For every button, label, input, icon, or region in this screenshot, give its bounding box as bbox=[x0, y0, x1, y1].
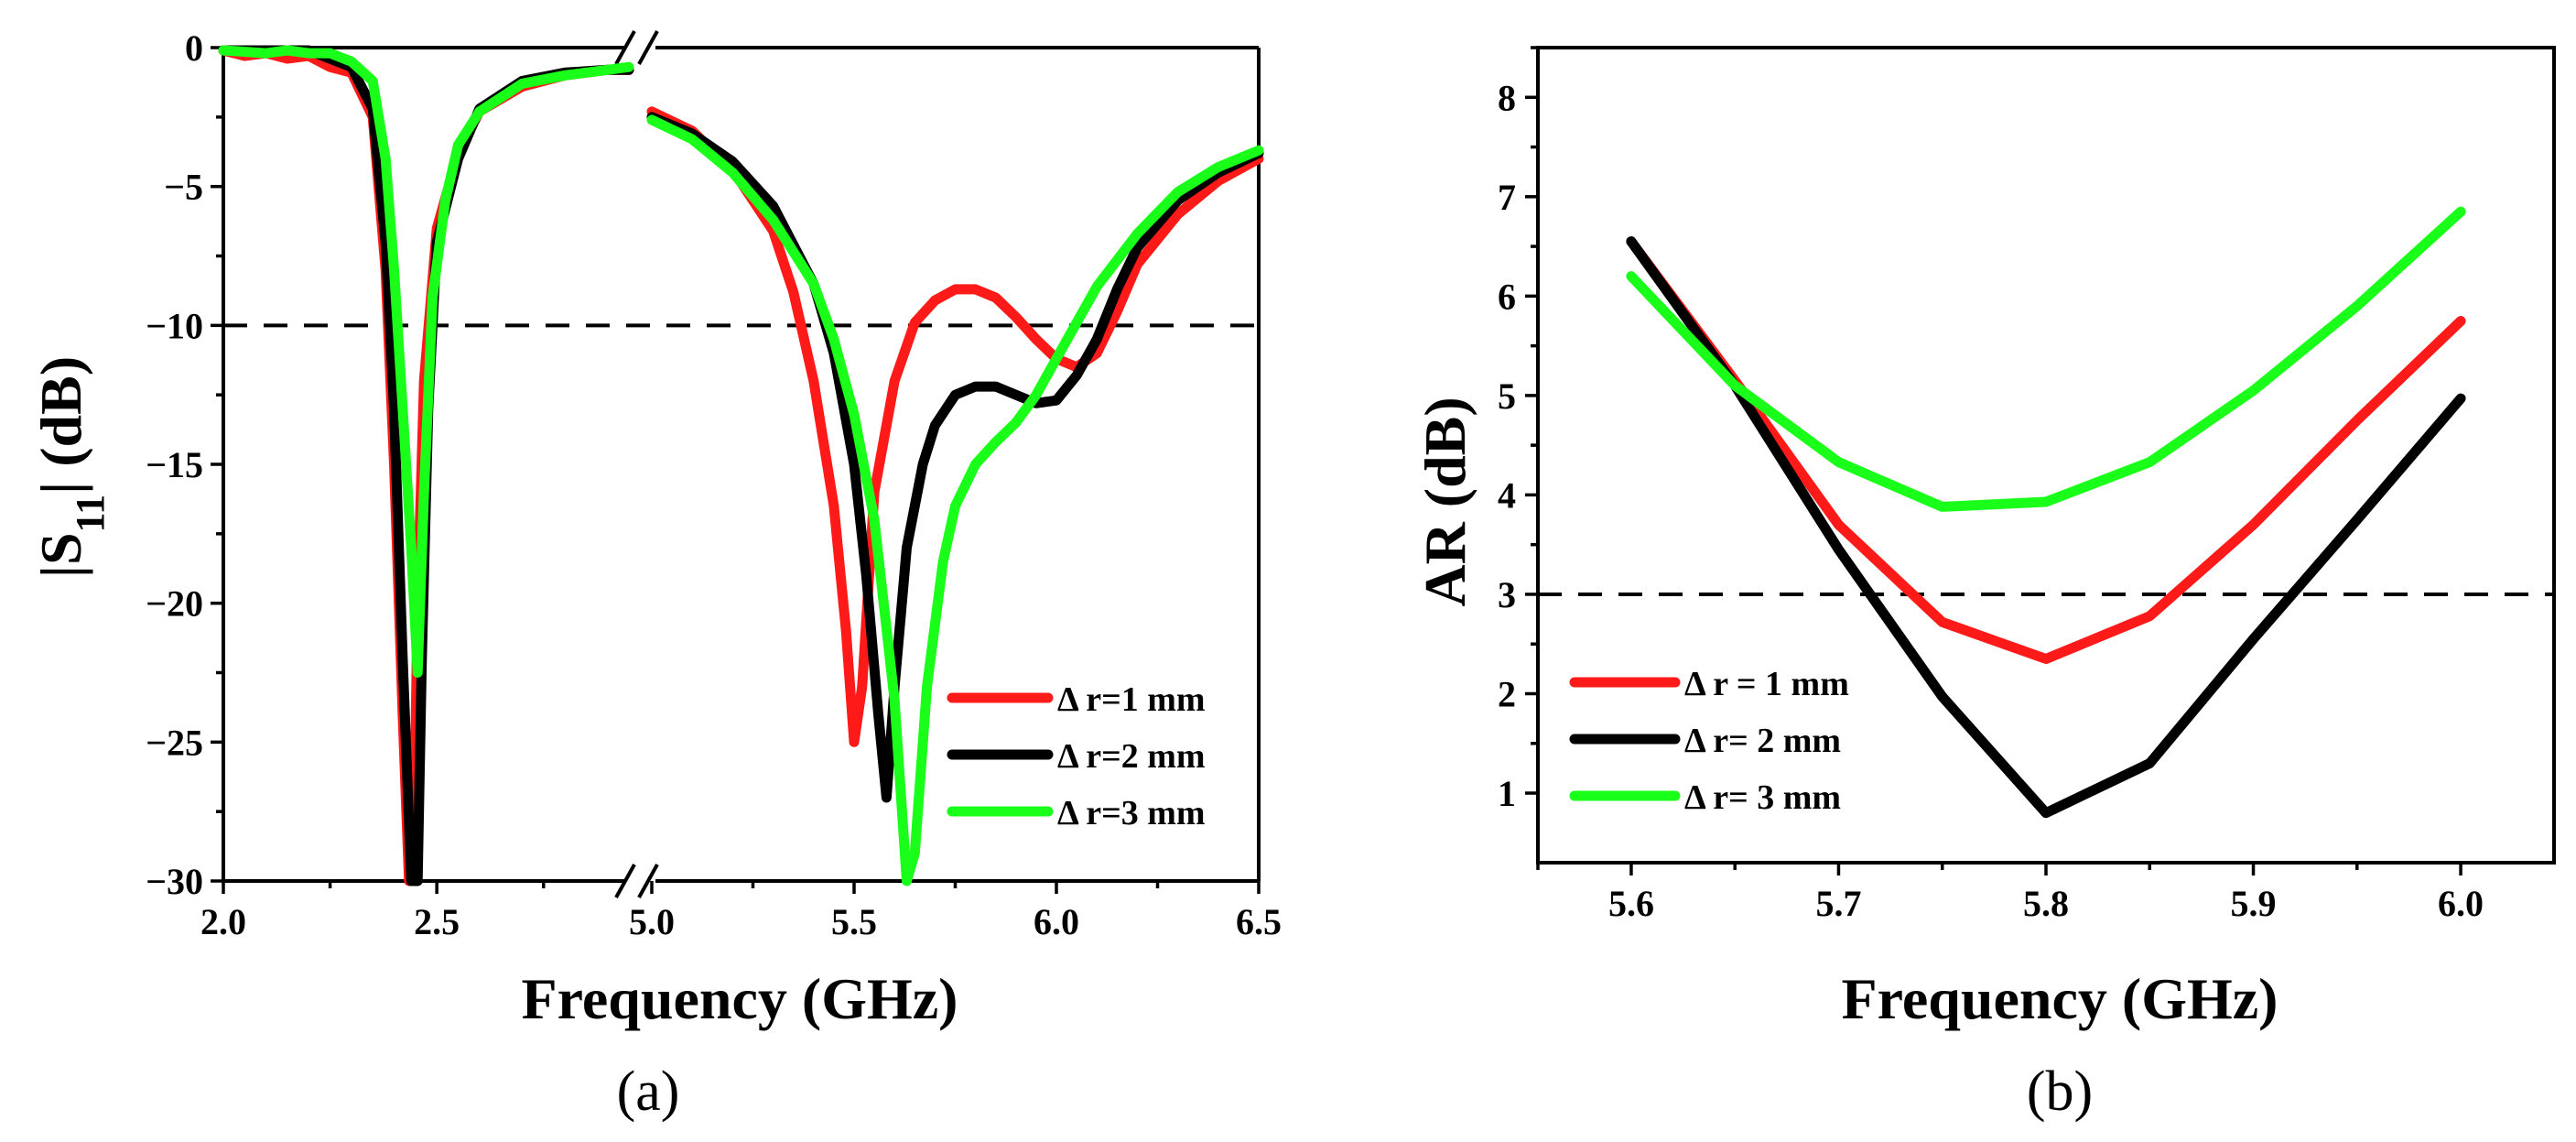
chart-b-y-tick-label: 6 bbox=[1498, 276, 1516, 317]
chart-b-y-tick-label: 3 bbox=[1498, 574, 1516, 615]
chart-b-legend-label-1: Δ r = 1 mm bbox=[1684, 665, 1849, 703]
chart-a-legend: Δ r=1 mm Δ r=2 mm Δ r=3 mm bbox=[947, 680, 1206, 832]
chart-b-legend: Δ r = 1 mm Δ r= 2 mm Δ r= 3 mm bbox=[1569, 665, 1849, 817]
chart-a-y-tick-label: 0 bbox=[185, 27, 203, 69]
chart-a-x-tick-label: 2.5 bbox=[414, 901, 460, 942]
chart-b-x-tick-label: 5.8 bbox=[2023, 883, 2069, 924]
chart-a-x-tick-label: 6.0 bbox=[1034, 901, 1079, 942]
chart-b-series-1 bbox=[1626, 236, 2466, 664]
chart-a-y-axis-title: |S11| (dB) bbox=[28, 356, 113, 578]
chart-a-x-tick-label: 2.0 bbox=[200, 901, 246, 942]
chart-b-x-tick-label: 5.6 bbox=[1608, 883, 1654, 924]
chart-b-x-axis-title: Frequency (GHz) bbox=[1842, 966, 2278, 1031]
chart-a-axis-break-mark-top-1 bbox=[637, 30, 659, 65]
chart-b-y-tick-label: 1 bbox=[1498, 773, 1516, 814]
chart-a-y-tick-label: −5 bbox=[164, 167, 203, 208]
chart-a-axis-break-mark-top-0 bbox=[614, 30, 636, 65]
chart-b-x-tick-label: 6.0 bbox=[2438, 883, 2484, 924]
chart-a-axis-break-mark-bottom-0 bbox=[614, 864, 636, 898]
chart-b-series-2 bbox=[1626, 236, 2466, 819]
chart-b-y-tick-label: 8 bbox=[1498, 77, 1516, 118]
chart-b-y-tick-label: 7 bbox=[1498, 177, 1516, 218]
chart-a-legend-label-3: Δ r=3 mm bbox=[1057, 794, 1206, 832]
chart-a-legend-label-1: Δ r=1 mm bbox=[1057, 680, 1206, 719]
chart-a-x-tick-label: 6.5 bbox=[1236, 901, 1282, 942]
chart-a-x-tick-label: 5.0 bbox=[629, 901, 675, 942]
chart-a-series-1-segment2 bbox=[646, 106, 1264, 747]
chart-b-legend-label-3: Δ r= 3 mm bbox=[1684, 778, 1841, 817]
chart-a-x-axis-title: Frequency (GHz) bbox=[522, 966, 958, 1031]
chart-b-series-3 bbox=[1626, 206, 2466, 512]
chart-a-axis-break-mark-bottom-1 bbox=[637, 864, 659, 898]
chart-b-caption: (b) bbox=[2027, 1060, 2093, 1123]
chart-a-series-3-segment1 bbox=[218, 45, 634, 678]
chart-a-legend-label-2: Δ r=2 mm bbox=[1057, 737, 1206, 776]
chart-a-caption: (a) bbox=[617, 1060, 680, 1123]
chart-a-y-tick-label: −30 bbox=[146, 861, 203, 902]
chart-b-y-axis-title: AR (dB) bbox=[1412, 397, 1477, 606]
chart-a-y-tick-label: −10 bbox=[146, 305, 203, 346]
chart-a-series-3-segment2 bbox=[646, 114, 1264, 886]
chart-a-y-tick-label: −20 bbox=[146, 583, 203, 625]
chart-b-y-tick-label: 2 bbox=[1498, 673, 1516, 714]
chart-b-x-tick-label: 5.7 bbox=[1815, 883, 1861, 924]
chart-b-legend-label-2: Δ r= 2 mm bbox=[1684, 722, 1841, 760]
chart-b-x-tick-label: 5.9 bbox=[2231, 883, 2277, 924]
chart-b: AR (dB) Frequency (GHz) (b) 1 2 3 4 5 6 7 8 5.6 5… bbox=[1412, 46, 2556, 1123]
chart-a-y-tick-label: −25 bbox=[146, 722, 203, 763]
chart-b-y-tick-label: 4 bbox=[1498, 474, 1516, 516]
chart-b-y-tick-label: 5 bbox=[1498, 375, 1516, 417]
chart-a-x-tick-label: 5.5 bbox=[831, 901, 877, 942]
chart-a-y-tick-label: −15 bbox=[146, 444, 203, 485]
chart-a: |S11| (dB) Frequency (GHz) (a) 0 −5 −10 −15… bbox=[28, 27, 1282, 1123]
